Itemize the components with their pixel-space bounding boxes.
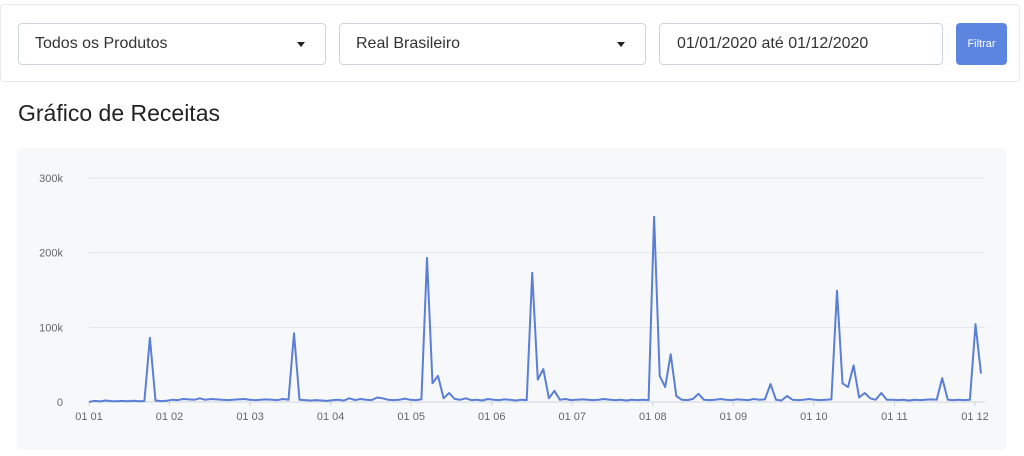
x-tick-label: 01 10 <box>800 411 828 423</box>
filter-card: Todos os Produtos Real Brasileiro Filtra… <box>0 4 1020 82</box>
currency-select[interactable]: Real Brasileiro <box>339 23 646 65</box>
filter-button[interactable]: Filtrar <box>956 23 1007 65</box>
revenue-chart: 0 100k 200k 300k 01 01 01 02 01 03 01 04 01 05 01… <box>17 148 1006 450</box>
chart-title: Gráfico de Receitas <box>18 100 220 126</box>
revenue-series-line <box>88 215 982 403</box>
y-tick-label: 0 <box>57 397 63 409</box>
y-tick-label: 300k <box>39 173 63 185</box>
revenue-chart-svg: 0 100k 200k 300k 01 01 01 02 01 03 01 04 01 05 01… <box>39 173 989 423</box>
x-tick-label: 01 06 <box>478 411 506 423</box>
x-tick-label: 01 11 <box>881 411 908 423</box>
product-select[interactable]: Todos os Produtos <box>18 23 326 65</box>
x-tick-label: 01 09 <box>720 411 748 423</box>
x-tick-label: 01 08 <box>639 411 667 423</box>
product-select-value: Todos os Produtos <box>35 35 168 52</box>
x-tick-label: 01 03 <box>236 411 264 423</box>
x-tick-label: 01 05 <box>397 411 425 423</box>
currency-select-value: Real Brasileiro <box>356 35 461 52</box>
y-tick-label: 100k <box>39 322 63 334</box>
chevron-down-icon <box>617 42 625 47</box>
x-tick-label: 01 04 <box>317 411 345 423</box>
chevron-down-icon <box>297 42 305 47</box>
x-tick-label: 01 12 <box>961 411 989 423</box>
x-tick-label: 01 07 <box>559 411 587 423</box>
x-tick-label: 01 01 <box>75 411 103 423</box>
y-tick-label: 200k <box>39 248 63 260</box>
x-tick-label: 01 02 <box>156 411 184 423</box>
date-range-input[interactable] <box>659 23 943 65</box>
